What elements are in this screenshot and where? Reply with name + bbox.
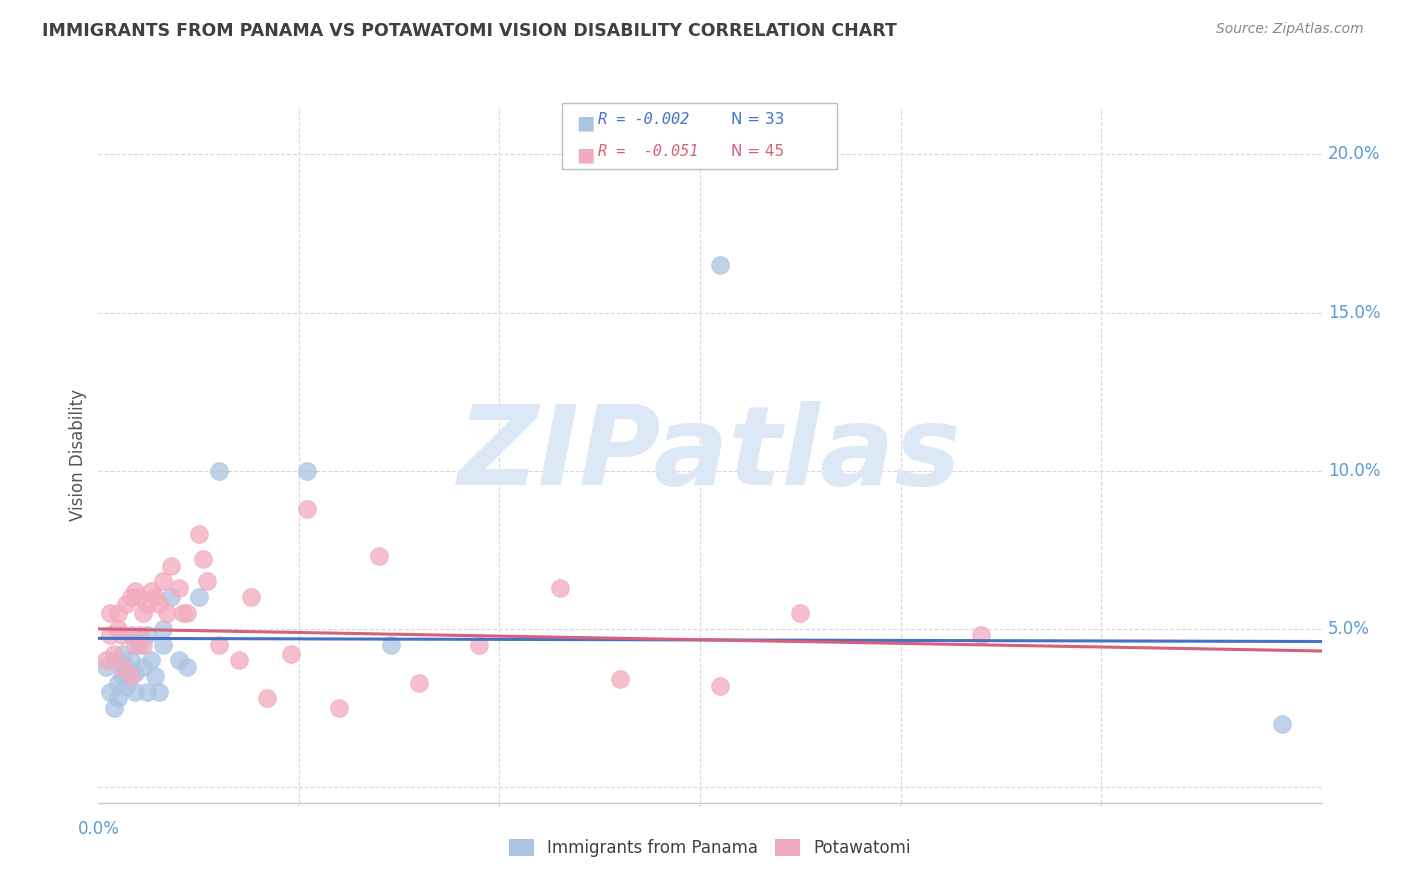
Potawatomi [143,591,166,605]
Potawatomi [709,679,731,693]
Immigrants from Panama [103,701,125,715]
Potawatomi [139,583,162,598]
Immigrants from Panama [709,258,731,272]
Text: N = 45: N = 45 [731,144,785,159]
Immigrants from Panama [176,660,198,674]
Text: 15.0%: 15.0% [1327,303,1381,322]
Potawatomi [120,591,142,605]
Text: 0.0%: 0.0% [77,821,120,838]
Immigrants from Panama [295,464,318,478]
Potawatomi [111,660,134,674]
Immigrants from Panama [111,647,134,661]
Immigrants from Panama [152,622,174,636]
Text: IMMIGRANTS FROM PANAMA VS POTAWATOMI VISION DISABILITY CORRELATION CHART: IMMIGRANTS FROM PANAMA VS POTAWATOMI VIS… [42,22,897,40]
Immigrants from Panama [107,675,129,690]
Potawatomi [107,606,129,620]
Potawatomi [789,606,811,620]
Potawatomi [115,597,138,611]
Potawatomi [280,647,302,661]
Immigrants from Panama [152,638,174,652]
Potawatomi [152,574,174,589]
Potawatomi [256,691,278,706]
Immigrants from Panama [135,628,157,642]
Immigrants from Panama [111,669,134,683]
Potawatomi [103,647,125,661]
Text: 20.0%: 20.0% [1327,145,1381,163]
Potawatomi [111,628,134,642]
Immigrants from Panama [100,685,122,699]
Potawatomi [120,669,142,683]
Potawatomi [96,653,118,667]
Potawatomi [172,606,194,620]
Text: N = 33: N = 33 [731,112,785,127]
Immigrants from Panama [124,685,146,699]
Immigrants from Panama [103,653,125,667]
Potawatomi [155,606,177,620]
Potawatomi [167,581,190,595]
Potawatomi [228,653,250,667]
Immigrants from Panama [120,628,142,642]
Text: ■: ■ [576,113,595,132]
Potawatomi [295,501,318,516]
Potawatomi [208,638,231,652]
Immigrants from Panama [167,653,190,667]
Potawatomi [124,583,146,598]
Potawatomi [135,597,157,611]
Immigrants from Panama [120,653,142,667]
Immigrants from Panama [143,669,166,683]
Potawatomi [191,552,214,566]
Text: Source: ZipAtlas.com: Source: ZipAtlas.com [1216,22,1364,37]
Potawatomi [239,591,262,605]
Immigrants from Panama [115,666,138,681]
Potawatomi [328,701,350,715]
Text: ZIPatlas: ZIPatlas [458,401,962,508]
Potawatomi [131,606,153,620]
Potawatomi [176,606,198,620]
Potawatomi [128,628,150,642]
Immigrants from Panama [148,685,170,699]
Potawatomi [187,527,209,541]
Immigrants from Panama [115,660,138,674]
Immigrants from Panama [96,660,118,674]
Immigrants from Panama [1270,716,1292,731]
Potawatomi [609,673,631,687]
Potawatomi [100,628,122,642]
Text: R = -0.002: R = -0.002 [598,112,689,127]
Potawatomi [368,549,391,563]
Potawatomi [195,574,218,589]
Immigrants from Panama [380,638,402,652]
Immigrants from Panama [135,685,157,699]
Text: 10.0%: 10.0% [1327,462,1381,480]
Potawatomi [548,581,571,595]
Potawatomi [124,638,146,652]
Immigrants from Panama [124,666,146,681]
Potawatomi [131,638,153,652]
Immigrants from Panama [139,653,162,667]
Text: 5.0%: 5.0% [1327,620,1369,638]
Text: ■: ■ [576,145,595,164]
Immigrants from Panama [208,464,231,478]
Immigrants from Panama [128,638,150,652]
Immigrants from Panama [187,591,209,605]
Y-axis label: Vision Disability: Vision Disability [69,389,87,521]
Potawatomi [100,606,122,620]
Immigrants from Panama [159,591,181,605]
Immigrants from Panama [107,691,129,706]
Potawatomi [148,597,170,611]
Potawatomi [408,675,430,690]
Text: R =  -0.051: R = -0.051 [598,144,697,159]
Legend: Immigrants from Panama, Potawatomi: Immigrants from Panama, Potawatomi [502,832,918,864]
Immigrants from Panama [115,679,138,693]
Potawatomi [159,558,181,573]
Potawatomi [970,628,993,642]
Potawatomi [107,622,129,636]
Potawatomi [128,591,150,605]
Immigrants from Panama [131,660,153,674]
Potawatomi [468,638,491,652]
